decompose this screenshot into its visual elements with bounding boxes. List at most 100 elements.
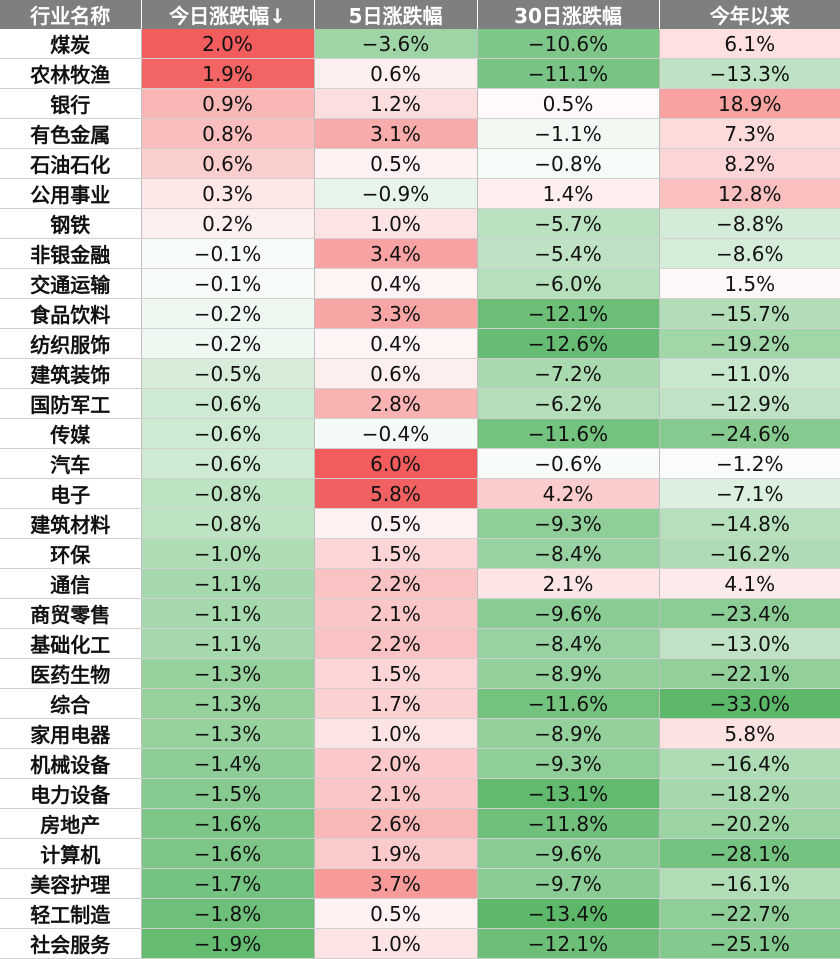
5day-change-cell: 1.5% [314, 658, 478, 689]
30day-change-cell: −5.4% [477, 238, 660, 269]
today-change-cell: 0.8% [141, 118, 315, 149]
table-row: 房地产 −1.6% 2.6% −11.8% −20.2% [0, 808, 840, 839]
30day-change-cell: −11.8% [477, 808, 660, 839]
ytd-change-cell: 6.1% [659, 29, 840, 59]
ytd-change-cell: −8.6% [659, 238, 840, 269]
table-row: 通信 −1.1% 2.2% 2.1% 4.1% [0, 568, 840, 599]
5day-change-cell: −0.4% [314, 418, 478, 449]
today-change-cell: −0.1% [141, 238, 315, 269]
today-change-cell: −1.3% [141, 658, 315, 689]
table-row: 轻工制造 −1.8% 0.5% −13.4% −22.7% [0, 898, 840, 929]
today-change-cell: −1.5% [141, 778, 315, 809]
5day-change-cell: 3.7% [314, 868, 478, 899]
30day-change-cell: 4.2% [477, 478, 660, 509]
30day-change-cell: −6.0% [477, 268, 660, 299]
5day-change-cell: 6.0% [314, 448, 478, 479]
table-row: 汽车 −0.6% 6.0% −0.6% −1.2% [0, 448, 840, 479]
table-row: 国防军工 −0.6% 2.8% −6.2% −12.9% [0, 388, 840, 419]
ytd-change-cell: −15.7% [659, 298, 840, 329]
table-row: 传媒 −0.6% −0.4% −11.6% −24.6% [0, 418, 840, 449]
ytd-change-cell: −18.2% [659, 778, 840, 809]
industry-name-cell: 美容护理 [0, 868, 142, 899]
5day-change-cell: 2.2% [314, 568, 478, 599]
table-row: 机械设备 −1.4% 2.0% −9.3% −16.4% [0, 748, 840, 779]
5day-change-cell: −0.9% [314, 178, 478, 209]
table-row: 商贸零售 −1.1% 2.1% −9.6% −23.4% [0, 598, 840, 629]
5day-change-cell: −3.6% [314, 29, 478, 59]
5day-change-cell: 1.2% [314, 88, 478, 119]
header-30day-change[interactable]: 30日涨跌幅 [477, 0, 660, 29]
30day-change-cell: −13.4% [477, 898, 660, 929]
30day-change-cell: −11.6% [477, 418, 660, 449]
today-change-cell: 0.9% [141, 88, 315, 119]
header-5day-change[interactable]: 5日涨跌幅 [314, 0, 478, 29]
today-change-cell: −1.3% [141, 688, 315, 719]
30day-change-cell: −8.4% [477, 628, 660, 659]
today-change-cell: 0.6% [141, 148, 315, 179]
industry-name-cell: 计算机 [0, 838, 142, 869]
industry-name-cell: 电子 [0, 478, 142, 509]
30day-change-cell: −8.4% [477, 538, 660, 569]
ytd-change-cell: −16.4% [659, 748, 840, 779]
header-industry-name[interactable]: 行业名称 [0, 0, 142, 29]
table-row: 社会服务 −1.9% 1.0% −12.1% −25.1% [0, 928, 840, 959]
today-change-cell: −1.1% [141, 568, 315, 599]
ytd-change-cell: −24.6% [659, 418, 840, 449]
today-change-cell: 1.9% [141, 58, 315, 89]
table-row: 交通运输 −0.1% 0.4% −6.0% 1.5% [0, 268, 840, 299]
today-change-cell: −1.9% [141, 928, 315, 959]
header-today-change[interactable]: 今日涨跌幅↓ [141, 0, 315, 29]
ytd-change-cell: 18.9% [659, 88, 840, 119]
industry-name-cell: 农林牧渔 [0, 58, 142, 89]
5day-change-cell: 1.7% [314, 688, 478, 719]
ytd-change-cell: −19.2% [659, 328, 840, 359]
5day-change-cell: 2.0% [314, 748, 478, 779]
ytd-change-cell: −25.1% [659, 928, 840, 959]
ytd-change-cell: −22.7% [659, 898, 840, 929]
table-row: 家用电器 −1.3% 1.0% −8.9% 5.8% [0, 718, 840, 749]
5day-change-cell: 2.2% [314, 628, 478, 659]
30day-change-cell: −9.3% [477, 508, 660, 539]
industry-name-cell: 公用事业 [0, 178, 142, 209]
30day-change-cell: −6.2% [477, 388, 660, 419]
30day-change-cell: −7.2% [477, 358, 660, 389]
30day-change-cell: −9.6% [477, 598, 660, 629]
5day-change-cell: 1.5% [314, 538, 478, 569]
industry-name-cell: 食品饮料 [0, 298, 142, 329]
30day-change-cell: −11.6% [477, 688, 660, 719]
5day-change-cell: 0.5% [314, 898, 478, 929]
header-ytd-change[interactable]: 今年以来 [659, 0, 840, 29]
today-change-cell: −0.6% [141, 388, 315, 419]
industry-name-cell: 传媒 [0, 418, 142, 449]
ytd-change-cell: 7.3% [659, 118, 840, 149]
ytd-change-cell: −28.1% [659, 838, 840, 869]
30day-change-cell: −1.1% [477, 118, 660, 149]
ytd-change-cell: −1.2% [659, 448, 840, 479]
5day-change-cell: 1.0% [314, 208, 478, 239]
industry-name-cell: 石油石化 [0, 148, 142, 179]
ytd-change-cell: −16.1% [659, 868, 840, 899]
30day-change-cell: −9.7% [477, 868, 660, 899]
today-change-cell: −1.6% [141, 838, 315, 869]
industry-name-cell: 钢铁 [0, 208, 142, 239]
5day-change-cell: 0.5% [314, 148, 478, 179]
table-row: 计算机 −1.6% 1.9% −9.6% −28.1% [0, 838, 840, 869]
30day-change-cell: −11.1% [477, 58, 660, 89]
industry-name-cell: 煤炭 [0, 29, 142, 59]
30day-change-cell: −9.3% [477, 748, 660, 779]
ytd-change-cell: −16.2% [659, 538, 840, 569]
today-change-cell: −1.4% [141, 748, 315, 779]
today-change-cell: −0.8% [141, 478, 315, 509]
table-row: 公用事业 0.3% −0.9% 1.4% 12.8% [0, 178, 840, 209]
ytd-change-cell: −7.1% [659, 478, 840, 509]
30day-change-cell: 1.4% [477, 178, 660, 209]
table-row: 环保 −1.0% 1.5% −8.4% −16.2% [0, 538, 840, 569]
industry-name-cell: 医药生物 [0, 658, 142, 689]
industry-name-cell: 汽车 [0, 448, 142, 479]
ytd-change-cell: −8.8% [659, 208, 840, 239]
30day-change-cell: −5.7% [477, 208, 660, 239]
table-row: 建筑装饰 −0.5% 0.6% −7.2% −11.0% [0, 358, 840, 389]
today-change-cell: −0.6% [141, 448, 315, 479]
ytd-change-cell: −14.8% [659, 508, 840, 539]
